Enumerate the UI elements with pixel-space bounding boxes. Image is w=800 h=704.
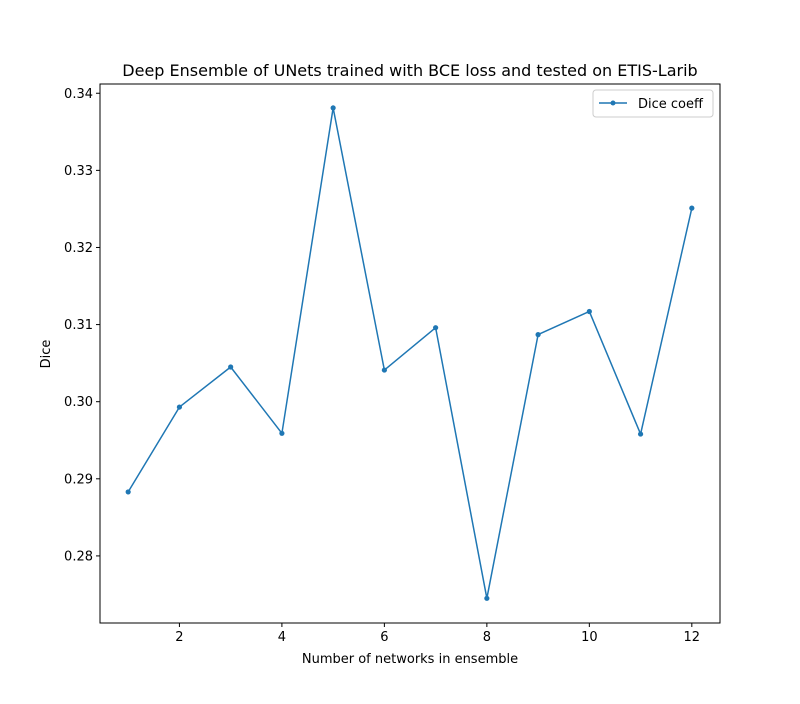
data-point (586, 308, 592, 315)
data-point (125, 489, 131, 495)
series-layer (125, 105, 695, 601)
x-tick-label: 8 (483, 630, 491, 645)
x-tick-label: 2 (175, 630, 183, 645)
data-point (484, 595, 490, 601)
x-tick-label: 4 (278, 630, 286, 645)
x-axis-ticks: 2 4 6 8 10 12 (175, 623, 700, 645)
legend-label: Dice coeff (638, 97, 704, 112)
data-point (330, 105, 336, 111)
y-tick-label: 0.29 (64, 472, 93, 487)
y-tick-label: 0.28 (64, 549, 93, 564)
y-tick-label: 0.33 (64, 164, 93, 179)
y-tick-label: 0.32 (64, 241, 93, 256)
y-tick-label: 0.34 (64, 87, 93, 102)
legend-frame (592, 89, 714, 118)
y-axis-label: Dice (39, 340, 54, 369)
data-point (228, 364, 234, 370)
y-axis-ticks: 0.28 0.29 0.30 0.31 0.32 0.33 0.34 (64, 87, 100, 564)
data-point (535, 332, 541, 338)
legend: Dice coeff (592, 89, 714, 118)
data-point (279, 430, 285, 436)
y-tick-label: 0.30 (64, 395, 93, 410)
legend-marker-swatch (610, 100, 616, 106)
data-point (637, 431, 644, 437)
x-tick-label: 12 (684, 630, 701, 645)
series-line (127, 107, 693, 600)
data-point (381, 367, 387, 373)
x-tick-label: 10 (581, 630, 598, 645)
plot-background (100, 84, 720, 623)
data-point (176, 404, 183, 410)
plot-frame (99, 83, 721, 624)
data-point (689, 205, 695, 211)
x-tick-label: 6 (380, 630, 388, 645)
y-tick-label: 0.31 (64, 318, 93, 333)
plot-area: 2 4 6 8 10 12 0.28 0.29 0.30 0.31 0.32 0.33 0.34 (64, 83, 721, 645)
data-point (433, 325, 439, 331)
x-axis-label: Number of networks in ensemble (302, 652, 518, 667)
chart-title: Deep Ensemble of UNets trained with BCE … (122, 61, 697, 80)
